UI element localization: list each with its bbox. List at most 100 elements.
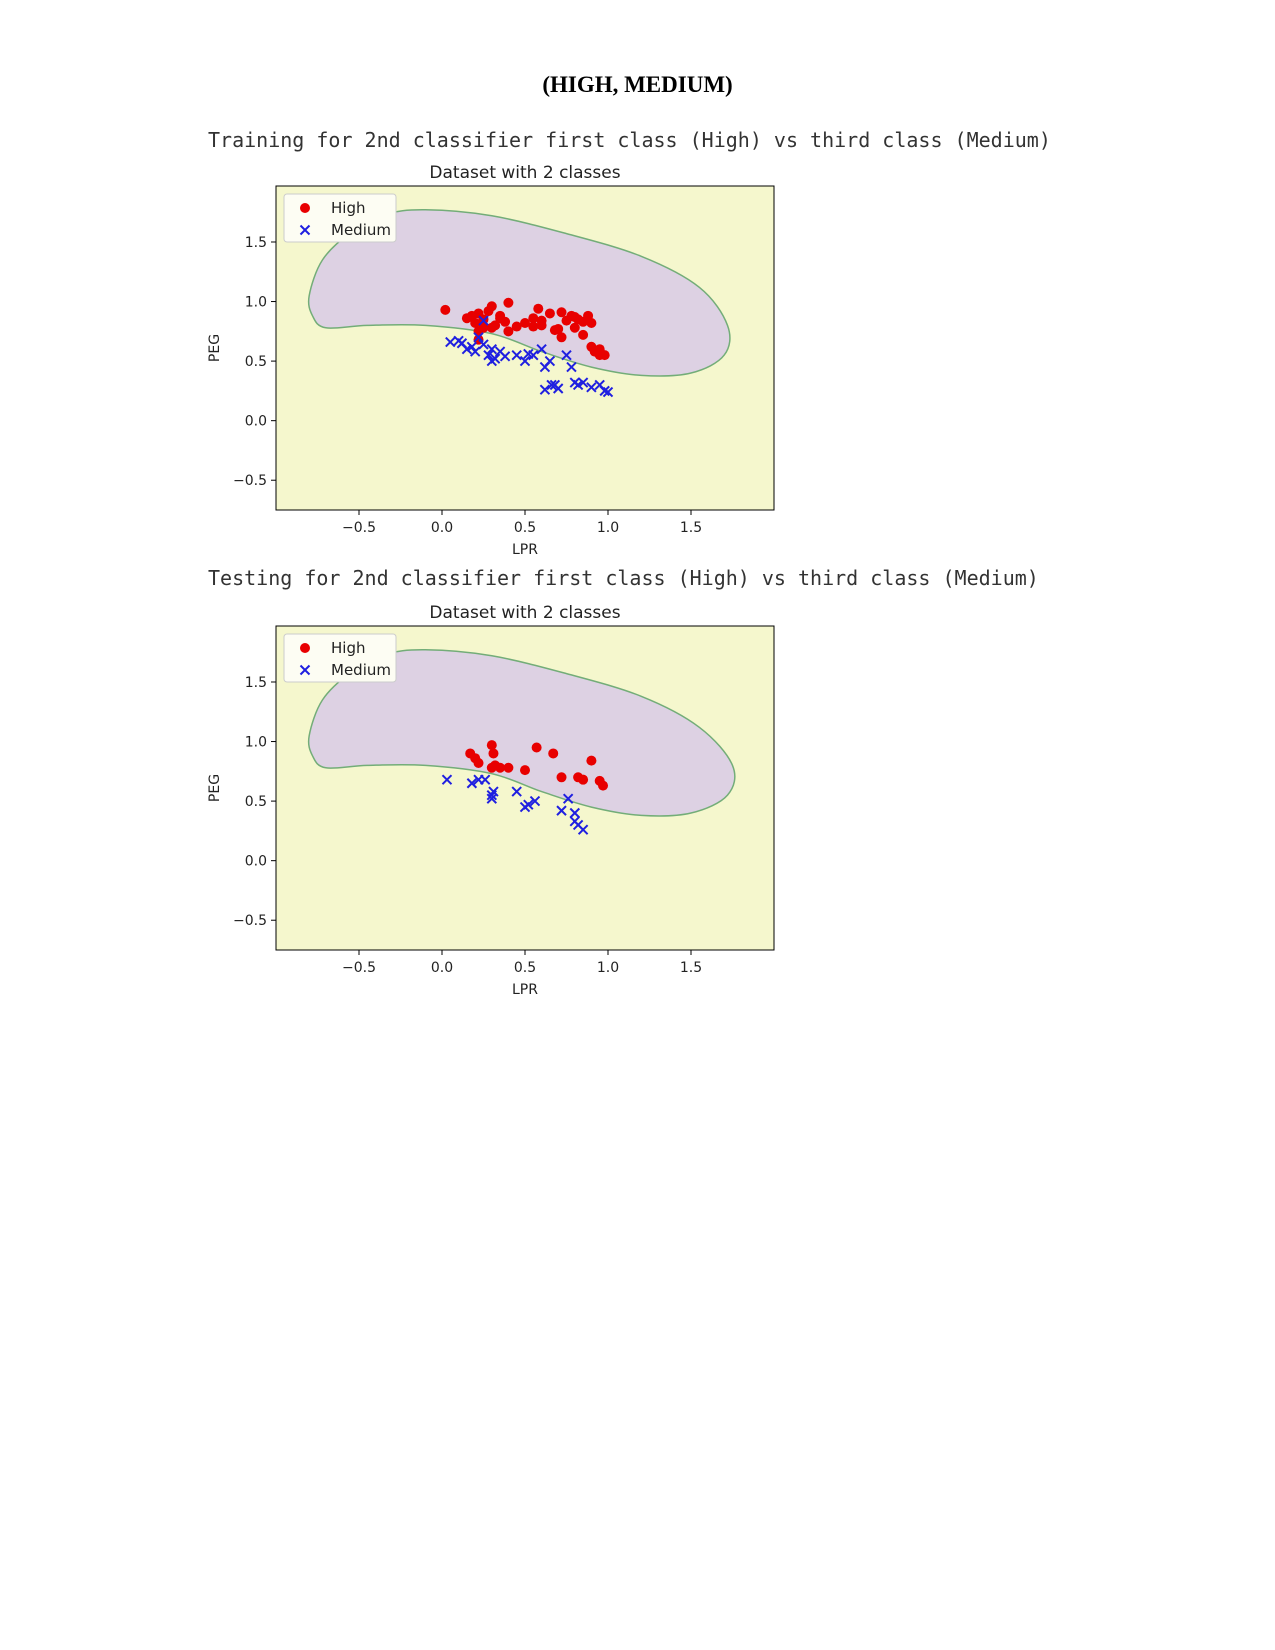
high-point: [578, 316, 589, 327]
high-point: [578, 774, 589, 785]
medium-point: [577, 824, 589, 835]
high-point: [536, 315, 547, 326]
high-point: [470, 317, 481, 328]
legend-medium-marker: [299, 664, 311, 676]
chart-title: Dataset with 2 classes: [429, 163, 620, 183]
medium-point: [577, 377, 589, 388]
high-point: [556, 332, 567, 343]
medium-point: [511, 786, 522, 797]
high-point: [528, 321, 539, 332]
medium-point: [586, 382, 597, 393]
medium-point: [445, 336, 456, 348]
x-tick-label: 1.5: [680, 520, 702, 536]
medium-point: [479, 774, 491, 785]
high-point: [598, 780, 609, 791]
medium-point: [466, 778, 478, 789]
x-tick-label: 1.0: [597, 520, 619, 536]
high-point: [528, 313, 539, 324]
medium-point: [441, 774, 453, 785]
legend: High Medium: [283, 193, 397, 243]
high-point: [548, 748, 559, 759]
y-axis-label: PEG: [207, 334, 223, 362]
medium-point: [552, 383, 564, 394]
high-point: [549, 325, 560, 336]
y-tick-label: 0.0: [245, 854, 267, 870]
high-point: [486, 301, 497, 312]
y-tick-label: −0.5: [233, 913, 267, 929]
high-point: [440, 304, 451, 315]
medium-point: [556, 805, 567, 816]
high-point: [495, 762, 506, 773]
medium-point: [561, 349, 572, 361]
y-tick-label: 0.5: [245, 794, 267, 810]
high-point: [569, 322, 580, 333]
medium-point: [536, 343, 547, 355]
legend-high-marker: [300, 643, 310, 653]
high-point: [503, 326, 514, 337]
medium-point: [602, 386, 614, 398]
high-point: [556, 772, 567, 783]
medium-point: [546, 379, 557, 391]
testing-caption: Testing for 2nd classifier first class (…: [208, 566, 1039, 590]
medium-point: [486, 355, 498, 367]
x-tick-label: 0.0: [431, 960, 453, 976]
x-axis-label: LPR: [512, 982, 538, 998]
x-tick-label: 1.0: [597, 960, 619, 976]
x-axis-label: LPR: [512, 542, 538, 558]
y-tick-label: 0.5: [245, 354, 267, 370]
medium-point: [569, 807, 581, 819]
high-point: [544, 308, 555, 319]
high-point: [503, 297, 514, 308]
legend-high-label: High: [331, 199, 365, 217]
medium-point: [519, 355, 531, 367]
medium-point: [478, 315, 489, 326]
legend-box: [283, 633, 397, 683]
high-point: [520, 317, 530, 328]
medium-point: [486, 343, 498, 355]
testing-chart: Dataset with 2 classes −0.5 0.0 0.5 1.0 1.5 −0…: [207, 603, 775, 998]
high-point: [533, 303, 544, 314]
high-point: [486, 322, 497, 333]
x-tick-label: 1.5: [680, 960, 702, 976]
medium-point: [499, 351, 511, 362]
high-point: [586, 317, 597, 328]
medium-point: [544, 355, 556, 367]
high-point: [488, 748, 499, 759]
medium-point: [599, 385, 610, 397]
x-tick-label: 0.0: [431, 520, 453, 536]
high-point: [503, 762, 514, 773]
medium-point: [529, 795, 541, 807]
training-caption: Training for 2nd classifier first class …: [208, 128, 1051, 152]
x-tick-label: 0.5: [514, 960, 536, 976]
medium-point: [466, 341, 478, 353]
medium-point: [478, 339, 489, 350]
legend-medium-label: Medium: [331, 661, 391, 679]
decision-boundary: [307, 649, 736, 817]
high-point: [520, 765, 530, 776]
medium-point: [539, 384, 551, 395]
high-point: [586, 755, 597, 766]
medium-point: [523, 799, 534, 810]
y-tick-label: 1.5: [245, 675, 267, 691]
high-point: [594, 350, 605, 361]
legend-box: [283, 193, 397, 243]
high-point: [473, 757, 484, 768]
medium-point: [473, 332, 484, 343]
x-tick-label: 0.5: [514, 520, 536, 536]
medium-point: [562, 793, 574, 804]
high-point: [556, 307, 567, 318]
high-point: [495, 313, 506, 324]
medium-point: [528, 349, 539, 361]
legend-high-marker: [300, 203, 310, 213]
y-tick-label: 0.0: [245, 414, 267, 430]
medium-point: [488, 786, 499, 797]
medium-point: [469, 346, 481, 357]
legend: High Medium: [283, 633, 397, 683]
data-points: [441, 740, 609, 835]
y-axis-label: PEG: [207, 774, 223, 802]
medium-point: [566, 361, 577, 373]
high-point: [578, 329, 589, 340]
medium-point: [511, 349, 522, 361]
high-point: [531, 742, 542, 753]
page-heading: (HIGH, MEDIUM): [542, 72, 733, 97]
